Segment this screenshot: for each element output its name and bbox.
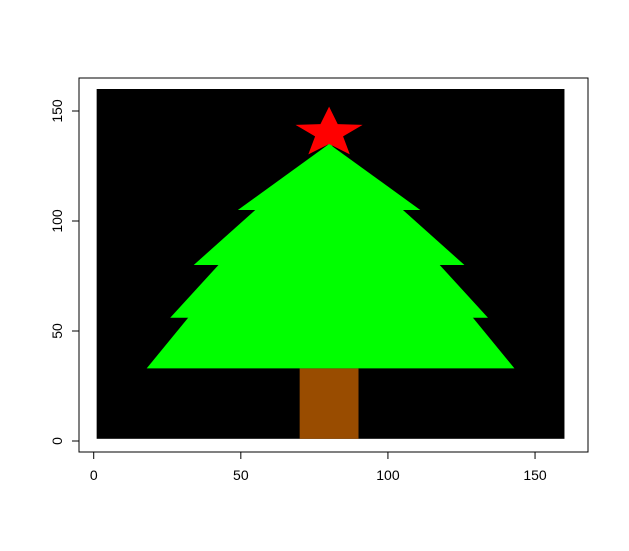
y-tick-label: 100: [49, 209, 65, 233]
y-axis: 0 50 100 150: [49, 99, 80, 445]
x-tick-label: 100: [376, 467, 400, 483]
x-axis: 0 50 100 150: [90, 451, 547, 483]
x-tick-label: 150: [523, 467, 547, 483]
raster-image: [96, 89, 565, 439]
y-tick-label: 0: [49, 437, 65, 445]
tree-tier-4: [237, 144, 421, 210]
y-tick-label: 150: [49, 99, 65, 123]
x-tick-label: 50: [233, 467, 249, 483]
tree-trunk: [299, 368, 359, 439]
x-tick-label: 0: [90, 467, 98, 483]
y-tick-label: 50: [49, 323, 65, 339]
tree-star: [295, 106, 363, 155]
